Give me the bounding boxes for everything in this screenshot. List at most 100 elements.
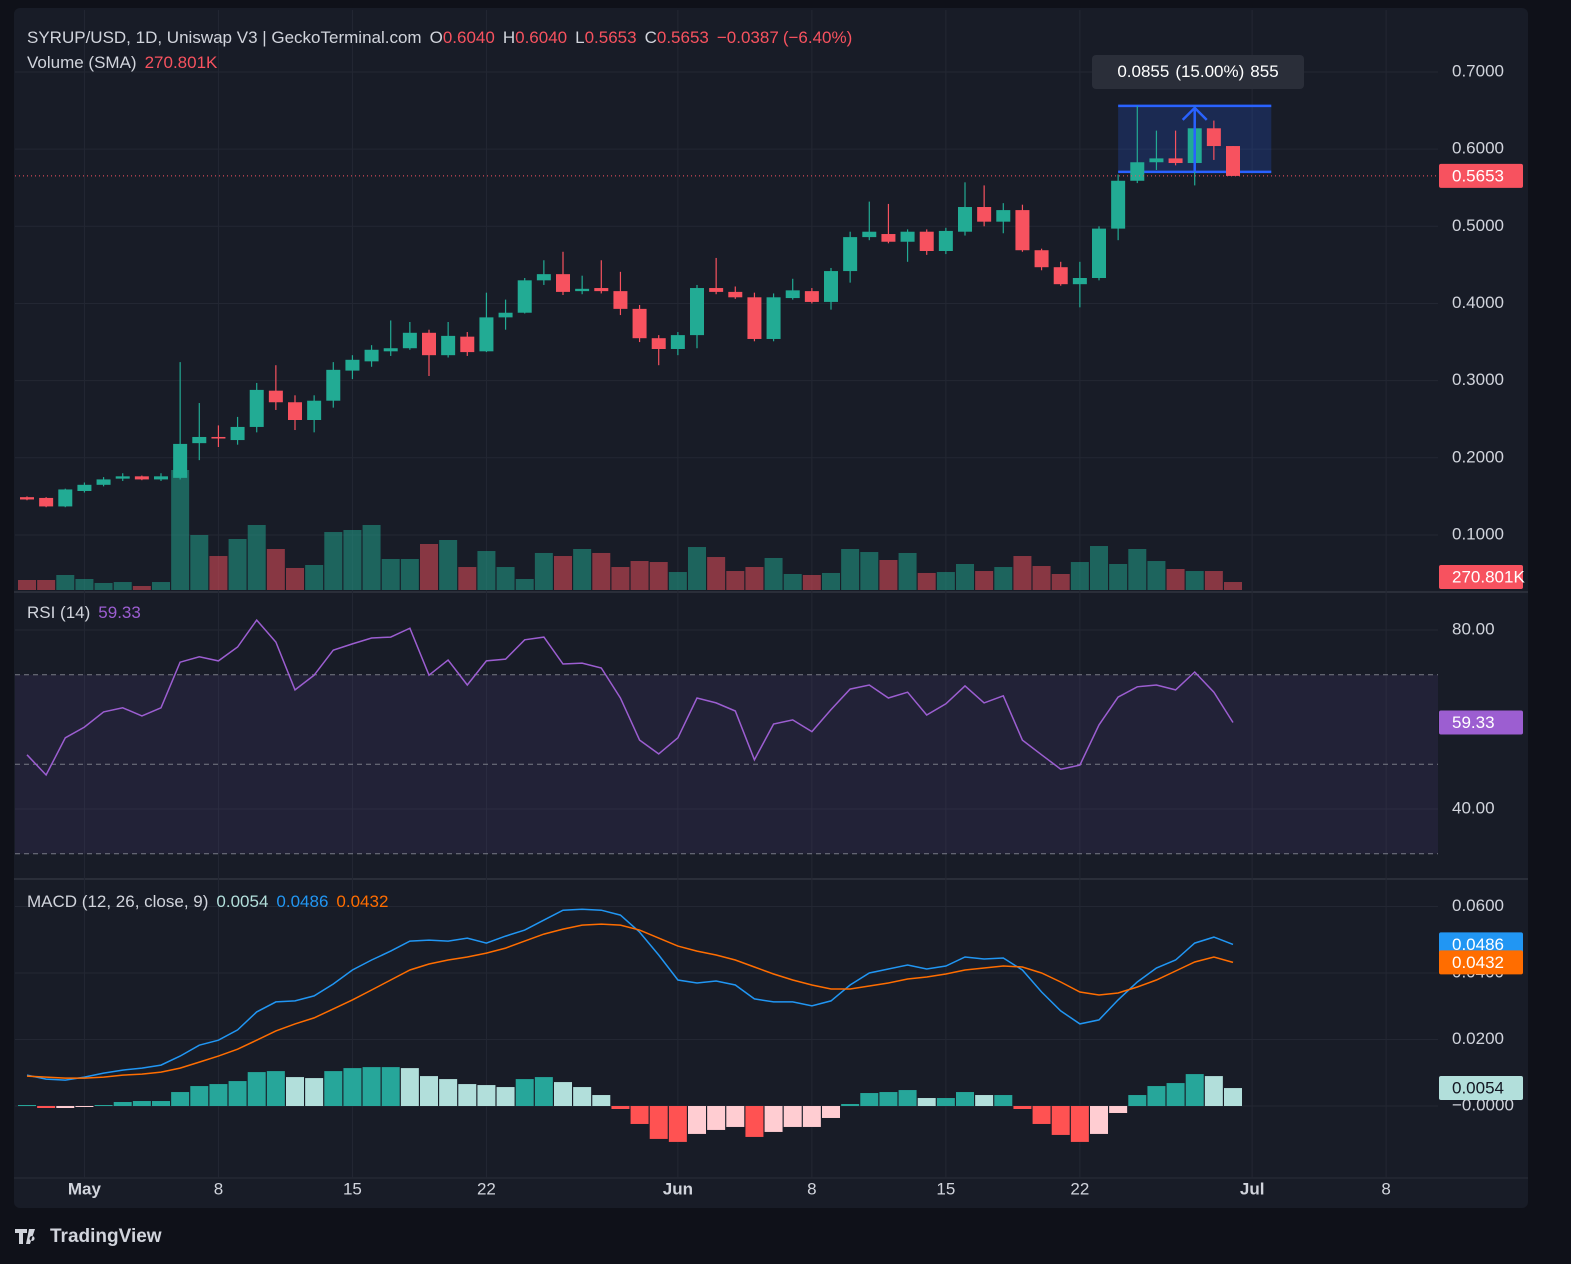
histogram-bar: [975, 1095, 994, 1107]
histogram-bar: [1109, 1106, 1128, 1113]
volume-bar: [1185, 571, 1204, 590]
histogram-bar: [266, 1071, 285, 1107]
volume-bar: [132, 586, 151, 590]
change-pct: (−6.40%): [782, 28, 853, 47]
y-tick-label: 0.0200: [1452, 1029, 1504, 1048]
volume-bar: [1013, 556, 1032, 590]
y-tick-label: 0.3000: [1452, 370, 1504, 389]
histogram-bar: [75, 1106, 94, 1108]
histogram-bar: [1070, 1106, 1089, 1142]
rsi-label-box: [1439, 710, 1523, 735]
histogram-bar: [362, 1067, 381, 1107]
histogram-bar: [209, 1084, 228, 1107]
histogram-bar: [707, 1106, 726, 1130]
histogram-bar: [1032, 1106, 1051, 1124]
y-tick-label: 0.4000: [1452, 293, 1504, 312]
candle-body: [977, 207, 992, 222]
candle-body: [211, 436, 226, 439]
candle-body: [919, 231, 934, 251]
candle-body: [1130, 162, 1145, 181]
volume-bar: [611, 567, 630, 590]
x-tick-label: 15: [343, 1179, 362, 1198]
histogram-bar: [94, 1105, 113, 1107]
logo: [15, 1229, 35, 1244]
volume-bar: [956, 563, 975, 590]
histogram-bar: [1128, 1095, 1147, 1107]
histogram-bar: [439, 1079, 458, 1107]
candle-body: [96, 479, 111, 485]
volume-bar: [860, 552, 879, 590]
candle-body: [881, 234, 896, 242]
volume-bar: [554, 556, 573, 590]
candle-body: [20, 497, 34, 500]
volume-bar: [1070, 562, 1089, 590]
y-tick-label: 80.00: [1452, 619, 1495, 638]
histogram-bar: [247, 1072, 266, 1107]
x-tick-label: Jun: [663, 1179, 693, 1198]
volume-bar: [1051, 573, 1070, 590]
histogram-bar: [305, 1078, 324, 1107]
candle-body: [77, 484, 92, 491]
measure-value: 855: [1250, 62, 1278, 81]
rsi-legend: RSI (14) 59.33: [27, 603, 149, 623]
candle-body: [39, 497, 54, 507]
histogram-bar: [496, 1087, 515, 1107]
volume-bar: [726, 571, 745, 590]
volume-legend: Volume (SMA) 270.801K: [27, 53, 225, 73]
candle-body: [575, 288, 590, 292]
measure-label: 0.0855 (15.00%) 855: [1117, 62, 1278, 81]
x-tick-label: 22: [1070, 1179, 1089, 1198]
histogram-bar: [1166, 1083, 1185, 1107]
y-tick-label: 0.2000: [1452, 447, 1504, 466]
measure-value: 0.0855: [1117, 62, 1169, 81]
volume-bar: [917, 572, 936, 590]
branding: TradingView: [50, 1226, 162, 1247]
candle-body: [690, 288, 705, 336]
histogram-bar: [400, 1068, 419, 1107]
volume-bar: [1032, 566, 1051, 590]
histogram-bar: [554, 1082, 573, 1107]
candle-body: [1053, 267, 1068, 285]
volume-bar: [1147, 561, 1166, 590]
volume-bar: [496, 567, 515, 590]
volume-bar: [668, 572, 687, 590]
candle-body: [594, 288, 609, 292]
volume-bar: [362, 525, 381, 590]
candle-body: [632, 308, 647, 339]
volume-bar: [324, 532, 343, 590]
volume-value: 270.801K: [144, 53, 218, 72]
legend-value: 0.5653: [656, 28, 709, 47]
x-tick-label: Jul: [1240, 1179, 1265, 1198]
histogram-bar: [37, 1106, 56, 1109]
histogram-bar: [726, 1106, 745, 1127]
volume-bar: [113, 582, 132, 590]
histogram-bar: [171, 1092, 190, 1107]
x-tick-label: 15: [936, 1179, 955, 1198]
volume-bar: [802, 575, 821, 590]
macd-title: MACD (12, 26, close, 9): [27, 892, 209, 911]
legend-key: O: [429, 28, 443, 47]
volume-bar: [266, 548, 285, 590]
histogram-bar: [764, 1106, 783, 1132]
x-tick-label: 8: [214, 1179, 223, 1198]
volume-bar: [305, 565, 324, 590]
histogram-bar: [534, 1077, 553, 1107]
x-tick-label: May: [68, 1179, 102, 1198]
histogram-bar: [994, 1095, 1013, 1107]
histogram-bar: [420, 1076, 439, 1107]
x-tick-label: 8: [807, 1179, 816, 1198]
volume-bar: [783, 573, 802, 590]
volume-bar: [439, 540, 458, 590]
histogram-bar: [228, 1081, 247, 1107]
volume-title: Volume (SMA): [27, 53, 137, 72]
x-tick-label: 22: [477, 1179, 496, 1198]
histogram-bar: [592, 1095, 611, 1107]
volume-bar: [592, 552, 611, 590]
candle-body: [173, 443, 188, 478]
candle-body: [747, 297, 762, 339]
macd-legend: MACD (12, 26, close, 9) 0.0054 0.0486 0.043…: [27, 892, 396, 912]
y-tick-label: 0.5000: [1452, 216, 1504, 235]
y-tick-label: 0.6000: [1452, 139, 1504, 158]
